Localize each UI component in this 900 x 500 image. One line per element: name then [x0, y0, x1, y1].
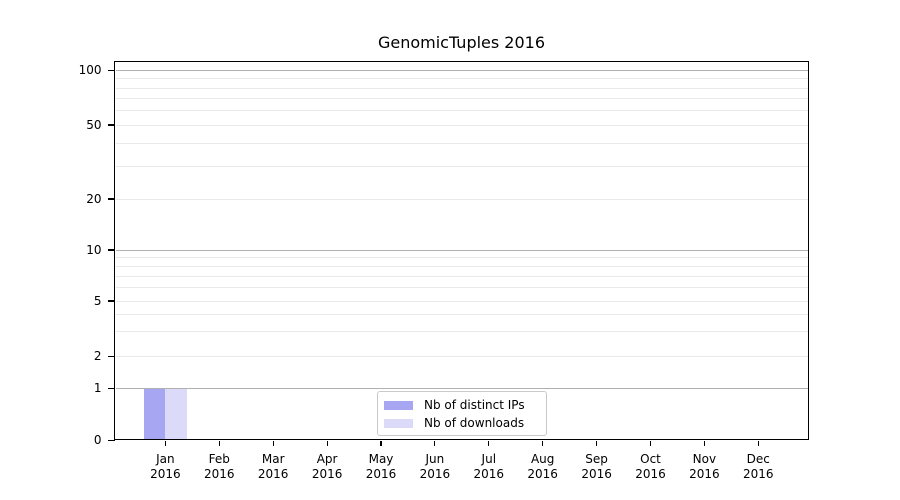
y-gridline-minor — [115, 198, 809, 200]
x-tick-month: Jan — [156, 451, 175, 466]
x-tick-month: Mar — [261, 451, 285, 466]
x-tick-month: Oct — [640, 451, 661, 466]
x-tick-label: Apr 2016 — [299, 452, 355, 483]
x-tick-year: 2016 — [743, 467, 774, 481]
x-tick-year: 2016 — [635, 467, 666, 481]
x-tick-mark — [326, 441, 328, 447]
x-tick-label: Mar 2016 — [245, 452, 301, 483]
y-gridline-minor — [115, 275, 809, 277]
legend-box: Nb of distinct IPs Nb of downloads — [377, 391, 547, 436]
y-gridline-minor — [115, 300, 809, 302]
y-gridline-major — [115, 249, 809, 251]
x-tick-month: Apr — [316, 451, 338, 466]
y-gridline-minor — [115, 110, 809, 112]
legend-label: Nb of distinct IPs — [424, 398, 525, 412]
y-gridline-minor — [115, 356, 809, 357]
x-tick-year: 2016 — [473, 467, 505, 481]
x-tick-mark — [434, 441, 436, 447]
x-tick-year: 2016 — [204, 467, 235, 481]
x-tick-mark — [703, 441, 705, 447]
x-tick-mark — [272, 441, 274, 447]
x-tick-mark — [380, 441, 382, 447]
y-tick-mark — [107, 249, 115, 251]
y-tick-mark — [107, 69, 115, 72]
x-tick-mark — [757, 441, 759, 447]
x-tick-year: 2016 — [257, 467, 289, 481]
y-gridline-minor — [115, 87, 809, 89]
x-tick-label: Feb 2016 — [191, 452, 247, 483]
x-tick-year: 2016 — [365, 467, 397, 481]
legend-swatch — [384, 400, 413, 410]
x-tick-label: May 2016 — [353, 452, 409, 483]
y-gridline-minor — [115, 331, 809, 333]
x-tick-month: May — [368, 451, 394, 466]
y-tick-label: 1 — [93, 381, 102, 395]
x-tick-month: Feb — [208, 451, 230, 466]
y-gridline-minor — [115, 165, 809, 167]
x-tick-label: Aug 2016 — [515, 452, 571, 483]
chart-title: GenomicTuples 2016 — [377, 33, 546, 52]
y-gridline-minor — [115, 124, 809, 126]
x-tick-year: 2016 — [527, 467, 558, 481]
x-tick-year: 2016 — [581, 467, 612, 481]
y-gridline-minor — [115, 265, 809, 267]
y-tick-label: 100 — [78, 63, 102, 77]
x-tick-label: Jun 2016 — [407, 452, 463, 483]
x-tick-label: Jan 2016 — [137, 452, 193, 483]
x-tick-mark — [218, 441, 220, 447]
x-tick-label: Sep 2016 — [569, 452, 625, 483]
x-tick-mark — [649, 441, 652, 447]
x-tick-label: Dec 2016 — [730, 452, 786, 483]
y-gridline-minor — [115, 257, 809, 259]
x-tick-month: Dec — [746, 451, 770, 466]
y-tick-label: 20 — [86, 191, 102, 206]
legend-entry: Nb of distinct IPs — [384, 396, 546, 414]
y-tick-mark — [107, 355, 115, 358]
x-tick-mark — [488, 441, 490, 447]
y-gridline-minor — [115, 78, 809, 80]
y-gridline-minor — [115, 287, 809, 289]
plot-area — [114, 61, 809, 440]
y-tick-label: 0 — [93, 433, 102, 447]
y-gridline-major — [115, 70, 809, 71]
legend-entry: Nb of downloads — [384, 414, 546, 432]
x-tick-year: 2016 — [150, 467, 181, 481]
y-tick-mark — [107, 124, 115, 126]
legend-label: Nb of downloads — [424, 416, 525, 430]
x-tick-month: Jun — [425, 451, 445, 466]
y-tick-mark — [107, 198, 115, 200]
x-tick-month: Jul — [481, 451, 497, 466]
y-tick-label: 2 — [93, 349, 102, 363]
y-tick-mark — [107, 439, 115, 442]
y-tick-mark — [107, 387, 115, 390]
x-tick-year: 2016 — [419, 467, 451, 481]
x-tick-month: Aug — [530, 451, 555, 466]
y-tick-label: 10 — [86, 242, 102, 257]
x-tick-label: Oct 2016 — [623, 452, 679, 483]
x-tick-mark — [596, 441, 598, 447]
x-tick-month: Sep — [585, 451, 608, 466]
x-tick-mark — [542, 441, 544, 447]
bar-nb-of-downloads-jan — [165, 388, 188, 440]
x-tick-year: 2016 — [311, 467, 343, 481]
legend-swatch — [384, 418, 413, 428]
bar-nb-of-distinct-ips-jan — [143, 388, 166, 440]
y-gridline-major — [115, 388, 809, 389]
x-tick-label: Nov 2016 — [676, 452, 732, 483]
x-tick-mark — [164, 441, 166, 447]
y-tick-mark — [107, 300, 115, 302]
y-tick-label: 50 — [86, 117, 102, 132]
y-gridline-minor — [115, 98, 809, 100]
x-tick-year: 2016 — [689, 467, 720, 481]
x-tick-month: Nov — [692, 451, 717, 466]
x-tick-label: Jul 2016 — [461, 452, 517, 483]
y-gridline-minor — [115, 142, 809, 144]
y-gridline-minor — [115, 314, 809, 316]
y-tick-label: 5 — [93, 293, 102, 308]
